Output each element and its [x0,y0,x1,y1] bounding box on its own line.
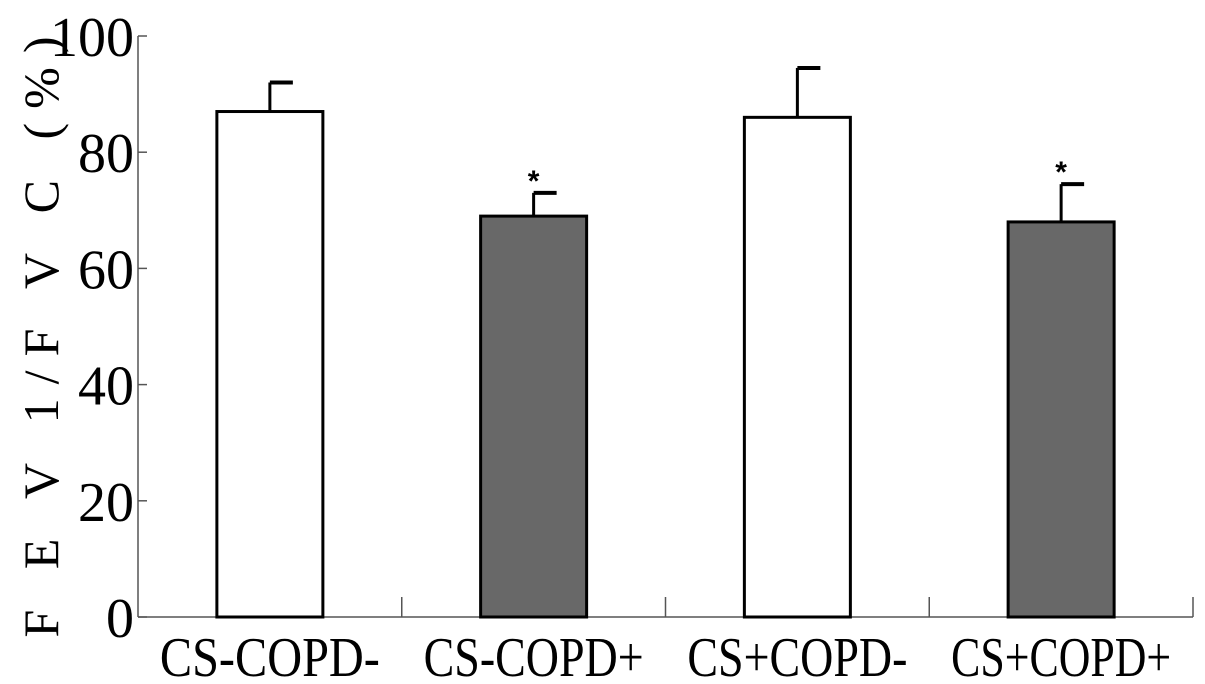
y-tick-label: 20 [78,472,134,534]
significance-annotation: * [528,165,540,198]
annotations: * * [528,156,1068,198]
y-tick-label: 40 [78,356,134,418]
bars [215,110,1116,619]
bar [742,115,852,619]
x-axis: CS-COPD- CS-COPD+ CS+COPD- CS+COPD+ [138,597,1194,684]
significance-annotation: * [1055,156,1067,189]
error-bars [268,65,1085,222]
x-tick-label: CS+COPD+ [951,627,1171,684]
y-tick-label: 80 [78,123,134,185]
x-tick-label: CS+COPD- [687,627,907,684]
y-tick-label: 60 [78,239,134,301]
bar [215,110,325,619]
bar [479,214,589,619]
y-axis-label: F E V 1/F V C (%) [13,23,69,638]
bar [1006,220,1116,619]
x-tick-label: CS-COPD- [160,627,380,684]
y-tick-label: 0 [106,588,134,650]
y-tick-label: 100 [50,7,134,69]
y-axis: 0 20 40 60 80 100 [50,7,147,650]
x-tick-label: CS-COPD+ [424,627,644,684]
